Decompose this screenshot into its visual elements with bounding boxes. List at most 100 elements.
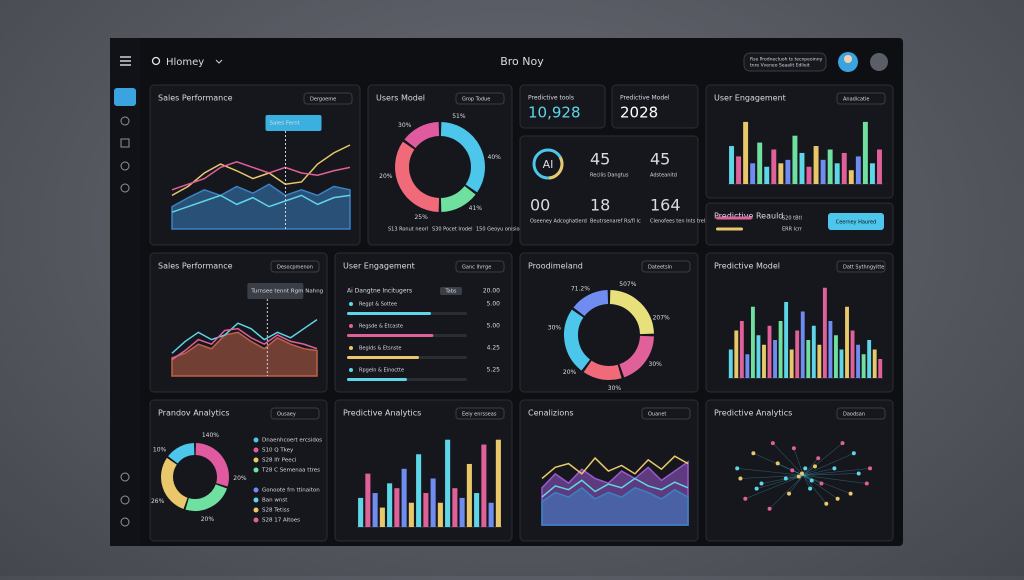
bar xyxy=(408,502,414,527)
panel-dropdown[interactable] xyxy=(303,92,353,105)
link xyxy=(769,475,804,510)
search-icon[interactable] xyxy=(151,56,161,66)
kpi-value: 2028 xyxy=(620,104,658,122)
donut-label: 507% xyxy=(619,281,636,288)
line xyxy=(171,144,351,197)
legend-label: Dnaenhcoert ercsidos xyxy=(262,438,322,444)
notice-text: Rse Prodnecluoh ts tecnpeoinny xyxy=(750,57,823,63)
panel-dropdown-label: Daodsan xyxy=(843,412,865,418)
panel xyxy=(519,252,699,393)
row-bar xyxy=(347,334,434,337)
panel-dropdown[interactable] xyxy=(270,260,320,273)
progress-bar xyxy=(716,227,743,231)
bar xyxy=(750,163,756,184)
bar xyxy=(784,302,789,378)
donut-segment xyxy=(609,290,654,335)
panel-dropdown[interactable] xyxy=(270,407,320,420)
row-label: Rpgeln & Einoctte xyxy=(359,368,404,374)
point xyxy=(812,464,817,469)
panel-dropdown[interactable] xyxy=(641,407,691,420)
row-label: Regpt & Sottee xyxy=(359,302,397,308)
list-head-value: 20.00 xyxy=(483,288,500,295)
nav-icon[interactable] xyxy=(120,183,130,193)
bar xyxy=(495,439,501,527)
donut-label: 140% xyxy=(202,432,219,439)
bar xyxy=(488,502,494,527)
line xyxy=(541,455,689,480)
bar xyxy=(827,149,833,184)
tooltip-text: Turnsee tennt Rgm Nahng xyxy=(250,289,323,295)
row-dot xyxy=(349,346,353,350)
link xyxy=(788,475,804,494)
bar xyxy=(861,354,866,378)
row-dot xyxy=(349,302,353,306)
link xyxy=(740,475,804,479)
legend-dot xyxy=(253,517,259,523)
point xyxy=(840,441,845,446)
nav-icon[interactable] xyxy=(120,138,130,148)
donut-segment xyxy=(619,335,654,378)
row-value: 4.25 xyxy=(487,345,501,352)
panel-dropdown-label: Grop Todue xyxy=(462,97,490,103)
link xyxy=(777,463,804,476)
line xyxy=(171,327,318,361)
bar xyxy=(778,163,784,184)
nav-icon[interactable] xyxy=(120,161,130,171)
line xyxy=(171,194,351,213)
panel-dropdown[interactable] xyxy=(836,407,886,420)
bar xyxy=(430,478,436,527)
bar xyxy=(785,159,791,184)
bar xyxy=(762,344,766,378)
footer-text: S13 Ronut neorl xyxy=(388,227,428,233)
bar xyxy=(729,146,734,184)
link xyxy=(803,458,819,476)
panel-dropdown[interactable] xyxy=(641,260,691,273)
panel-dropdown[interactable] xyxy=(836,92,886,105)
panel-title: Predictive tools xyxy=(528,95,574,102)
legend-label: S28 Ifr Peeci xyxy=(262,458,297,464)
donut-segment xyxy=(161,457,188,510)
link xyxy=(761,475,804,484)
nav-home[interactable] xyxy=(114,88,136,106)
nav-icon[interactable] xyxy=(120,495,130,505)
panel-dropdown[interactable] xyxy=(836,260,886,273)
line xyxy=(171,318,318,354)
panel-title: Prandov Analytics xyxy=(158,409,230,418)
action-button[interactable] xyxy=(828,213,884,230)
panel xyxy=(519,135,699,246)
bar xyxy=(869,163,875,184)
bar xyxy=(739,321,744,378)
stat-value: 164 xyxy=(650,196,681,215)
bar xyxy=(358,497,364,527)
panel-title: Sales Performance xyxy=(158,262,233,271)
user-icon[interactable] xyxy=(870,53,888,71)
notice[interactable] xyxy=(743,52,827,72)
stat-value: 45 xyxy=(590,150,610,169)
bar xyxy=(795,330,800,378)
chevron[interactable] xyxy=(215,59,223,64)
panel-dropdown[interactable] xyxy=(455,260,505,273)
bar xyxy=(811,325,816,378)
nav-icon[interactable] xyxy=(120,472,130,482)
donut-label: 40% xyxy=(488,154,502,161)
menu-icon[interactable] xyxy=(120,56,131,66)
footer-text: S30 Pocet Irodel xyxy=(432,227,473,233)
nav-icon[interactable] xyxy=(120,116,130,126)
bar xyxy=(466,463,472,527)
nav-icon[interactable] xyxy=(120,517,130,527)
bar xyxy=(834,163,840,184)
bar xyxy=(416,454,422,527)
link xyxy=(803,475,811,489)
area xyxy=(171,331,318,377)
point xyxy=(790,468,795,473)
search-label[interactable]: Hlomey xyxy=(166,57,204,68)
line xyxy=(171,161,351,191)
panel-dropdown[interactable] xyxy=(455,92,505,105)
point xyxy=(816,456,821,461)
panel-dropdown[interactable] xyxy=(455,407,505,420)
row-bar xyxy=(347,312,431,315)
stat-label: Recilis Dangtus xyxy=(590,173,629,179)
bar xyxy=(764,166,770,184)
donut-segment xyxy=(185,484,228,511)
